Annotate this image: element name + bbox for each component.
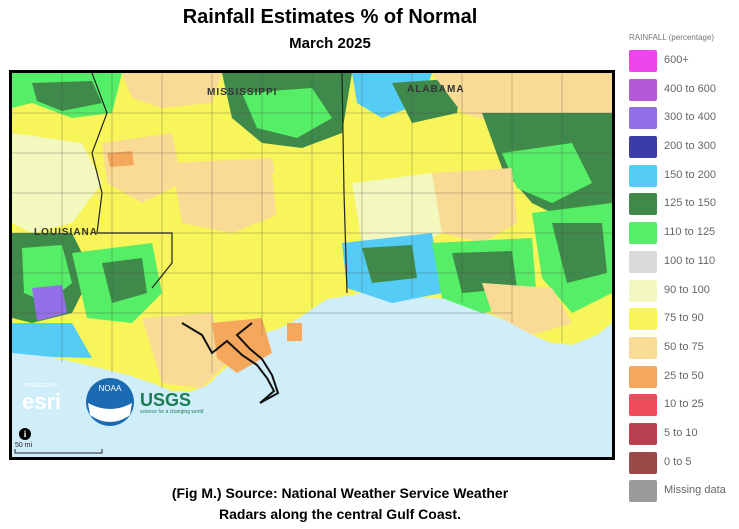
powered-by-text: POWERED BY bbox=[24, 383, 59, 389]
legend-item: 90 to 100 bbox=[629, 279, 739, 309]
usgs-logo: USGS bbox=[140, 390, 191, 410]
legend-label: 150 to 200 bbox=[664, 168, 716, 181]
state-borders bbox=[91, 73, 348, 294]
legend-item: 25 to 50 bbox=[629, 365, 739, 395]
legend-swatch bbox=[629, 308, 657, 331]
legend-label: 0 to 5 bbox=[664, 455, 692, 468]
legend-label: Missing data bbox=[664, 484, 726, 497]
legend-label: 200 to 300 bbox=[664, 140, 716, 153]
legend-swatch bbox=[629, 279, 657, 302]
legend-label: 50 to 75 bbox=[664, 340, 704, 353]
map-credits: POWERED BY esri NOAA USGS science for a … bbox=[22, 378, 204, 426]
legend-item: 5 to 10 bbox=[629, 422, 739, 452]
legend-label: 600+ bbox=[664, 54, 689, 66]
legend-item: 400 to 600 bbox=[629, 78, 739, 108]
legend-item: 150 to 200 bbox=[629, 164, 739, 194]
legend-item: 300 to 400 bbox=[629, 107, 739, 136]
rainfall-map[interactable]: MISSISSIPPI ALABAMA LOUISIANA POWERED BY… bbox=[9, 70, 615, 460]
legend-swatch bbox=[629, 136, 657, 159]
legend-item: 100 to 110 bbox=[629, 250, 739, 280]
legend-item: 125 to 150 bbox=[629, 193, 739, 222]
legend-item: 200 to 300 bbox=[629, 136, 739, 165]
map-canvas[interactable]: MISSISSIPPI ALABAMA LOUISIANA POWERED BY… bbox=[12, 73, 612, 457]
legend-swatch bbox=[629, 50, 657, 72]
legend-item: 600+ bbox=[629, 50, 739, 79]
legend-swatch bbox=[629, 250, 657, 273]
legend-label: 400 to 600 bbox=[664, 82, 716, 95]
page-title: Rainfall Estimates % of Normal bbox=[182, 6, 478, 28]
legend-item: 110 to 125 bbox=[629, 222, 739, 251]
legend-item: 0 to 5 bbox=[629, 451, 739, 481]
legend-swatch bbox=[629, 451, 657, 474]
legend-item: 50 to 75 bbox=[629, 336, 739, 366]
page-subtitle: March 2025 bbox=[289, 35, 371, 52]
legend-swatch bbox=[629, 394, 657, 417]
scale-label: 50 mi bbox=[15, 442, 33, 449]
legend-swatch bbox=[629, 107, 657, 130]
legend-swatch bbox=[629, 164, 657, 187]
noaa-label: NOAA bbox=[99, 384, 122, 393]
info-icon[interactable]: i bbox=[19, 428, 31, 440]
legend-swatch bbox=[629, 78, 657, 101]
county-boundaries bbox=[12, 73, 612, 388]
noaa-wave bbox=[88, 403, 132, 422]
legend-label: 125 to 150 bbox=[664, 197, 716, 210]
state-label-alabama: ALABAMA bbox=[407, 84, 465, 95]
legend-swatch bbox=[629, 480, 657, 503]
legend: 600+ 400 to 600 300 to 400 200 to 300 15… bbox=[629, 50, 739, 509]
state-label-mississippi: MISSISSIPPI bbox=[207, 87, 277, 98]
legend-swatch bbox=[629, 222, 657, 245]
legend-label: 300 to 400 bbox=[664, 111, 716, 124]
usgs-tagline: science for a changing world bbox=[140, 409, 204, 415]
legend-label: 110 to 125 bbox=[664, 226, 716, 239]
rainfall-patches bbox=[12, 73, 612, 388]
legend-swatch bbox=[629, 365, 657, 388]
legend-label: 75 to 90 bbox=[664, 312, 704, 325]
coastline bbox=[181, 322, 280, 404]
svg-text:i: i bbox=[24, 429, 27, 439]
state-label-louisiana: LOUISIANA bbox=[34, 227, 98, 238]
scale-bar: 50 mi bbox=[14, 442, 103, 454]
legend-swatch bbox=[629, 336, 657, 359]
legend-label: 10 to 25 bbox=[664, 398, 704, 411]
legend-swatch bbox=[629, 193, 657, 216]
legend-title: RAINFALL (percentage) bbox=[629, 33, 715, 42]
legend-swatch bbox=[629, 422, 657, 445]
esri-logo: esri bbox=[22, 389, 61, 414]
figure-caption-line1: (Fig M.) Source: National Weather Servic… bbox=[171, 485, 509, 501]
legend-label: 25 to 50 bbox=[664, 369, 704, 382]
figure-caption-line2: Radars along the central Gulf Coast. bbox=[219, 506, 461, 522]
legend-label: 5 to 10 bbox=[664, 426, 698, 439]
legend-label: 90 to 100 bbox=[664, 283, 710, 296]
legend-item: Missing data bbox=[629, 480, 739, 509]
legend-label: 100 to 110 bbox=[664, 254, 716, 267]
legend-item: 10 to 25 bbox=[629, 394, 739, 423]
legend-item: 75 to 90 bbox=[629, 308, 739, 337]
